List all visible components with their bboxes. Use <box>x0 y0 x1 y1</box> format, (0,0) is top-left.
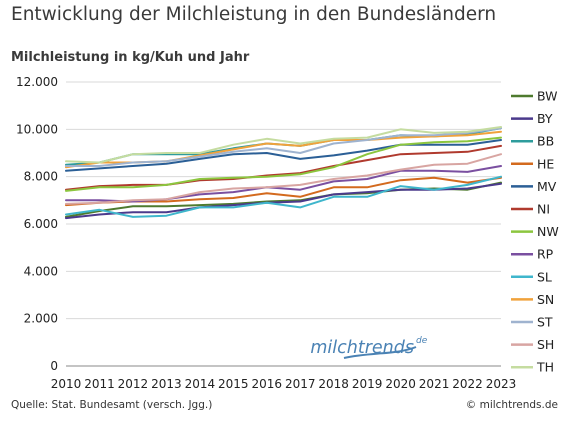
x-tick-label: 2017 <box>285 377 316 391</box>
legend-label-bw: BW <box>537 89 558 104</box>
y-tick-label: 2.000 <box>24 312 58 326</box>
series-line-nw <box>65 136 502 192</box>
legend-label-mv: MV <box>537 179 557 194</box>
legend-label-th: TH <box>536 360 554 375</box>
x-tick-label: 2016 <box>251 377 282 391</box>
legend-label-sh: SH <box>537 337 554 352</box>
y-tick-labels: 0 2.000 4.000 6.000 8.000 10.000 12.000 <box>16 75 58 373</box>
x-tick-label: 2018 <box>318 377 349 391</box>
series-lines <box>65 126 502 220</box>
legend-label-st: ST <box>537 315 553 330</box>
series-line-sh <box>65 153 502 205</box>
series-line-ni <box>65 144 502 191</box>
x-tick-label: 2020 <box>385 377 416 391</box>
x-tick-label: 2021 <box>419 377 450 391</box>
milchtrends-logo: milchtrends de <box>310 336 428 359</box>
legend-label-nw: NW <box>537 224 559 239</box>
y-tick-label: 6.000 <box>24 217 58 231</box>
copyright: © milchtrends.de <box>465 399 558 411</box>
legend-label-bb: BB <box>537 134 554 149</box>
legend-label-rp: RP <box>537 247 554 262</box>
gridlines <box>66 81 501 320</box>
y-tick-label: 4.000 <box>24 264 58 278</box>
y-tick-label: 12.000 <box>16 75 58 89</box>
series-line-mv <box>65 139 502 172</box>
legend-label-sl: SL <box>537 269 552 284</box>
logo-suffix: de <box>416 336 428 346</box>
x-tick-label: 2011 <box>84 377 115 391</box>
series-line-rp <box>65 165 502 203</box>
legend-label-by: BY <box>537 111 553 126</box>
y-axis-title: Milchleistung in kg/Kuh und Jahr <box>11 50 250 65</box>
legend-label-sn: SN <box>537 292 554 307</box>
x-tick-label: 2012 <box>118 377 149 391</box>
legend-label-he: HE <box>537 156 554 171</box>
x-tick-labels: 2010 2011 2012 2013 2014 2015 2016 2017 2018 2019… <box>51 377 517 391</box>
logo-swoosh <box>343 346 417 359</box>
series-line-th <box>65 126 502 164</box>
x-tick-label: 2014 <box>185 377 216 391</box>
x-tick-label: 2023 <box>486 377 517 391</box>
x-tick-label: 2022 <box>452 377 483 391</box>
chart-title: Entwicklung der Milchleistung in den Bun… <box>11 4 497 25</box>
legend-label-ni: NI <box>537 202 550 217</box>
legend: BW BY BB HE MV NI NW RP SL SN ST SH TH <box>511 89 559 375</box>
series-line-st <box>65 127 502 167</box>
x-tick-label: 2015 <box>218 377 249 391</box>
source-note: Quelle: Stat. Bundesamt (versch. Jgg.) <box>11 399 213 411</box>
x-tick-label: 2013 <box>151 377 182 391</box>
x-tick-label: 2010 <box>51 377 82 391</box>
y-tick-label: 0 <box>50 359 58 373</box>
y-tick-label: 10.000 <box>16 122 58 136</box>
x-tick-label: 2019 <box>352 377 383 391</box>
y-tick-label: 8.000 <box>24 170 58 184</box>
series-line-sl <box>65 175 502 218</box>
